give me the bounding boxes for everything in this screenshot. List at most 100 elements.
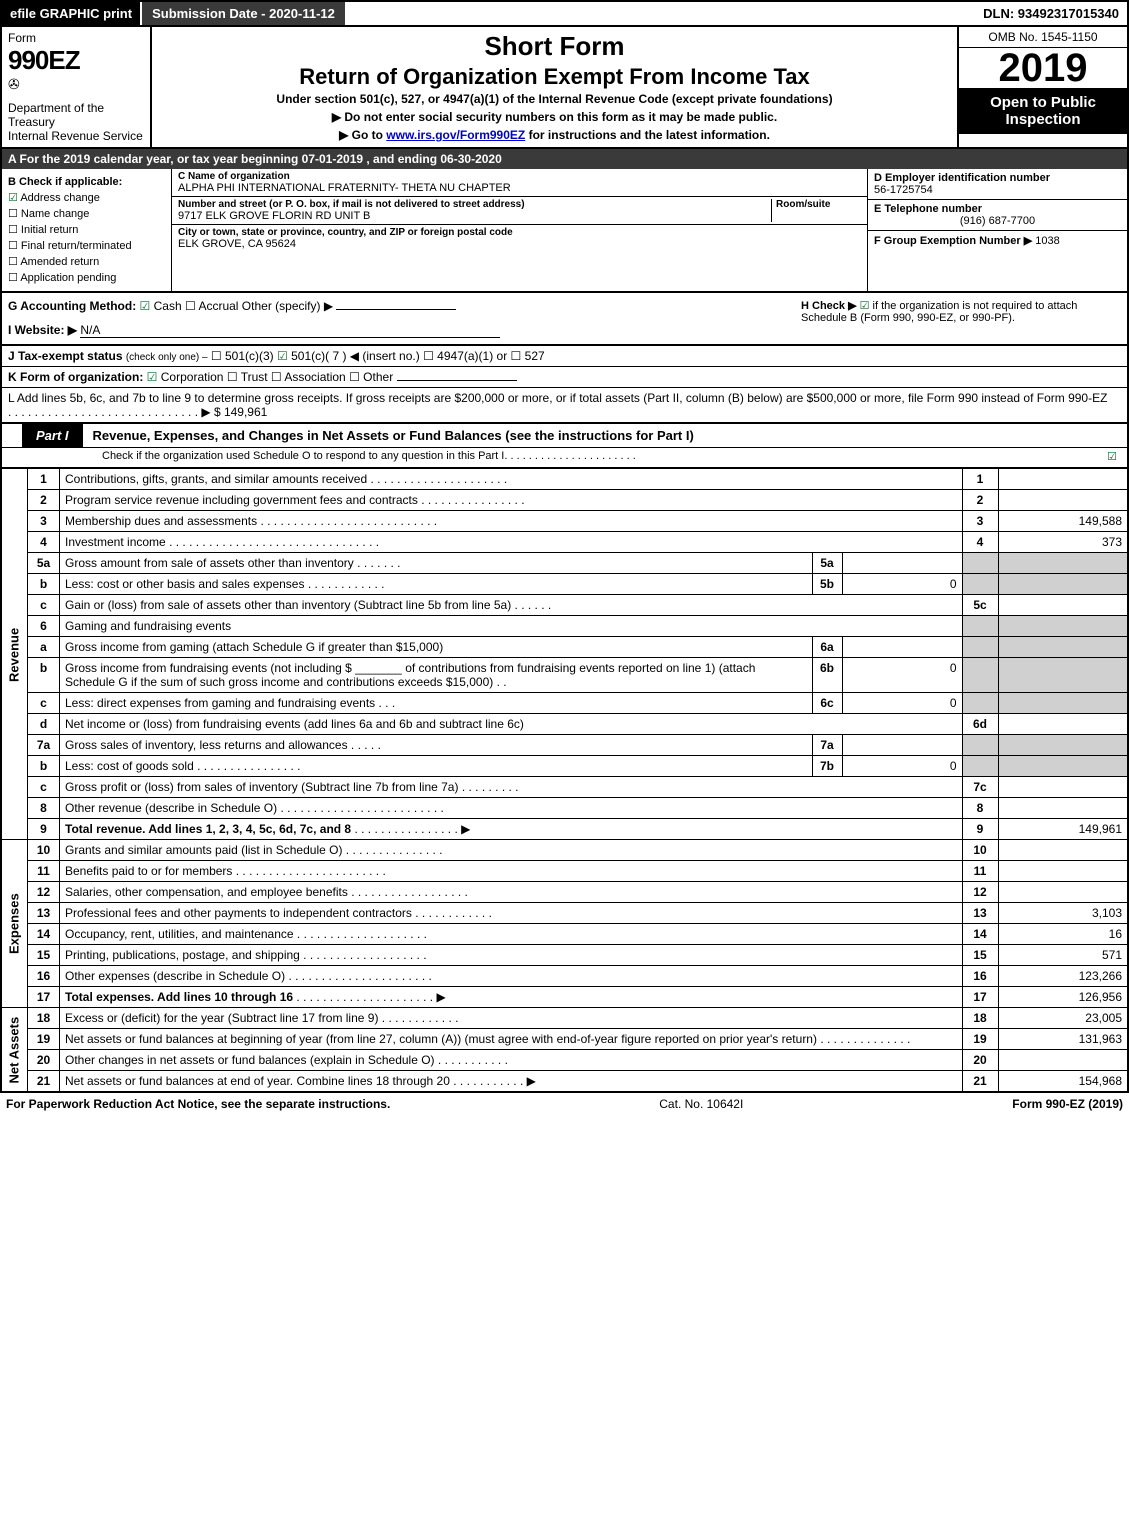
check-association[interactable]: Association (271, 370, 346, 384)
line-amount: 154,968 (998, 1071, 1128, 1093)
line-ref: 10 (962, 840, 998, 861)
line-amount-shaded (998, 574, 1128, 595)
line-ref-shaded (962, 735, 998, 756)
line-desc: Gross income from gaming (attach Schedul… (60, 637, 813, 658)
table-row: 3 Membership dues and assessments . . . … (1, 511, 1128, 532)
e-label: E Telephone number (874, 203, 1121, 215)
efile-print-label[interactable]: efile GRAPHIC print (2, 2, 140, 25)
table-row: Revenue 1 Contributions, gifts, grants, … (1, 469, 1128, 490)
line-ref: 18 (962, 1008, 998, 1029)
table-row: Net Assets 18 Excess or (deficit) for th… (1, 1008, 1128, 1029)
check-schedule-o[interactable] (1107, 450, 1117, 463)
line-num: 6 (28, 616, 60, 637)
check-trust[interactable]: Trust (227, 370, 268, 384)
line-amount: 131,963 (998, 1029, 1128, 1050)
i-label: I Website: ▶ (8, 323, 77, 337)
check-501c3[interactable]: 501(c)(3) (211, 349, 274, 363)
subline-ref: 7a (812, 735, 842, 756)
line-num: 4 (28, 532, 60, 553)
table-row: b Less: cost or other basis and sales ex… (1, 574, 1128, 595)
table-row: 17 Total expenses. Add lines 10 through … (1, 987, 1128, 1008)
part1-header: Part I Revenue, Expenses, and Changes in… (0, 424, 1129, 448)
check-cash[interactable]: Cash (140, 299, 182, 313)
line-num: c (28, 693, 60, 714)
line-ref: 13 (962, 903, 998, 924)
line-amount: 16 (998, 924, 1128, 945)
section-b-checks: B Check if applicable: Address change Na… (2, 169, 172, 291)
line-num: b (28, 658, 60, 693)
line-num: a (28, 637, 60, 658)
table-row: 20 Other changes in net assets or fund b… (1, 1050, 1128, 1071)
ein-row: D Employer identification number 56-1725… (868, 169, 1127, 200)
irs-form-link[interactable]: www.irs.gov/Form990EZ (386, 128, 525, 142)
line-ref: 8 (962, 798, 998, 819)
goto-suffix: for instructions and the latest informat… (529, 128, 770, 142)
footer-paperwork: For Paperwork Reduction Act Notice, see … (6, 1097, 390, 1111)
page-footer: For Paperwork Reduction Act Notice, see … (0, 1093, 1129, 1115)
other-org-input[interactable] (397, 380, 517, 381)
line-ref: 12 (962, 882, 998, 903)
check-final-return[interactable]: Final return/terminated (8, 239, 165, 252)
check-name-change[interactable]: Name change (8, 207, 165, 220)
table-row: 4 Investment income . . . . . . . . . . … (1, 532, 1128, 553)
j-label: J Tax-exempt status (8, 349, 123, 363)
line-num: 9 (28, 819, 60, 840)
line-num: 5a (28, 553, 60, 574)
check-address-change[interactable]: Address change (8, 191, 165, 204)
table-row: b Gross income from fundraising events (… (1, 658, 1128, 693)
line-num: 7a (28, 735, 60, 756)
check-accrual[interactable]: Accrual (185, 299, 238, 313)
check-amended-return[interactable]: Amended return (8, 255, 165, 268)
ein-value: 56-1725754 (874, 184, 1121, 196)
check-application-pending[interactable]: Application pending (8, 271, 165, 284)
d-label: D Employer identification number (874, 172, 1121, 184)
check-other-org[interactable]: Other (349, 370, 393, 384)
line-ref: 9 (962, 819, 998, 840)
ssn-warning: ▶ Do not enter social security numbers o… (162, 110, 947, 124)
entity-name-address: C Name of organization ALPHA PHI INTERNA… (172, 169, 867, 291)
line-ref: 11 (962, 861, 998, 882)
line-ref: 7c (962, 777, 998, 798)
line-amount (998, 777, 1128, 798)
line-ref-shaded (962, 553, 998, 574)
line-amount (998, 840, 1128, 861)
form-number: 990EZ (8, 45, 144, 76)
check-527[interactable]: 527 (511, 349, 545, 363)
part1-subtitle: Check if the organization used Schedule … (0, 448, 1129, 468)
line-desc: Contributions, gifts, grants, and simila… (60, 469, 963, 490)
dln-label: DLN: 93492317015340 (975, 2, 1127, 25)
table-row: 19 Net assets or fund balances at beginn… (1, 1029, 1128, 1050)
revenue-section-label: Revenue (1, 469, 28, 840)
line-desc: Less: cost or other basis and sales expe… (60, 574, 813, 595)
line-num: 17 (28, 987, 60, 1008)
check-schedule-b[interactable] (860, 300, 873, 312)
check-4947[interactable]: 4947(a)(1) or (423, 349, 507, 363)
line-desc: Printing, publications, postage, and shi… (60, 945, 963, 966)
line-ref: 5c (962, 595, 998, 616)
street-row: Number and street (or P. O. box, if mail… (172, 197, 867, 225)
room-label: Room/suite (776, 199, 861, 210)
line-amount (998, 798, 1128, 819)
check-corporation[interactable]: Corporation (147, 370, 224, 384)
check-initial-return[interactable]: Initial return (8, 223, 165, 236)
check-501c[interactable]: 501(c)( 7 ) ◀ (insert no.) (277, 349, 420, 363)
goto-instructions: ▶ Go to www.irs.gov/Form990EZ for instru… (162, 128, 947, 142)
line-ref-shaded (962, 693, 998, 714)
line-amount (998, 861, 1128, 882)
line-num: 19 (28, 1029, 60, 1050)
line-desc: Total revenue. Add lines 1, 2, 3, 4, 5c,… (60, 819, 963, 840)
g-other-input[interactable] (336, 309, 456, 310)
line-h: H Check ▶ if the organization is not req… (801, 299, 1121, 338)
department-label: Department of the Treasury (8, 101, 144, 129)
line-desc: Excess or (deficit) for the year (Subtra… (60, 1008, 963, 1029)
line-num: b (28, 756, 60, 777)
line-ref-shaded (962, 637, 998, 658)
b-label: B Check if applicable: (8, 176, 165, 188)
line-num: 18 (28, 1008, 60, 1029)
line-amount: 126,956 (998, 987, 1128, 1008)
line-desc: Salaries, other compensation, and employ… (60, 882, 963, 903)
table-row: 11 Benefits paid to or for members . . .… (1, 861, 1128, 882)
f-label: F Group Exemption Number ▶ (874, 235, 1032, 247)
top-bar: efile GRAPHIC print Submission Date - 20… (0, 0, 1129, 27)
table-row: a Gross income from gaming (attach Sched… (1, 637, 1128, 658)
